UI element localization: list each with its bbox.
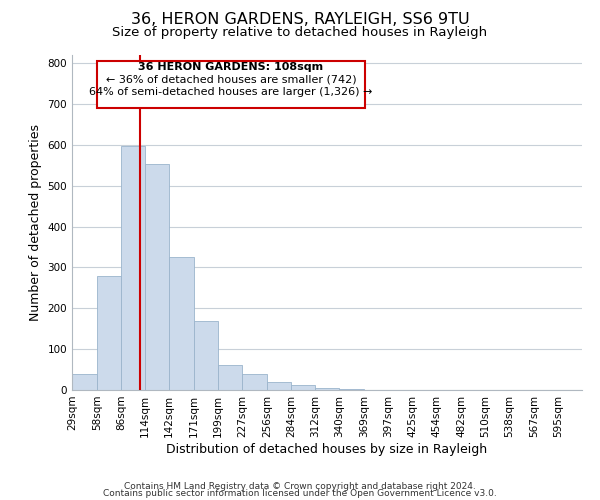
Bar (97, 276, 121, 390)
Bar (315, 388, 339, 390)
Bar (194, 320, 218, 390)
Bar (242, 374, 267, 390)
Bar (339, 389, 364, 390)
Bar (97, 61, 365, 108)
X-axis label: Distribution of detached houses by size in Rayleigh: Distribution of detached houses by size … (166, 442, 488, 456)
Text: 36 HERON GARDENS: 108sqm: 36 HERON GARDENS: 108sqm (138, 62, 323, 72)
Y-axis label: Number of detached properties: Number of detached properties (29, 124, 42, 321)
Bar (218, 364, 242, 390)
Bar (72, 374, 97, 390)
Bar (121, 146, 145, 390)
Bar (267, 382, 291, 390)
Text: 64% of semi-detached houses are larger (1,326) →: 64% of semi-detached houses are larger (… (89, 87, 373, 97)
Text: ← 36% of detached houses are smaller (742): ← 36% of detached houses are smaller (74… (106, 74, 356, 85)
Text: Size of property relative to detached houses in Rayleigh: Size of property relative to detached ho… (112, 26, 488, 39)
Bar (169, 257, 194, 390)
Text: Contains public sector information licensed under the Open Government Licence v3: Contains public sector information licen… (103, 489, 497, 498)
Bar (291, 385, 315, 390)
Text: Contains HM Land Registry data © Crown copyright and database right 2024.: Contains HM Land Registry data © Crown c… (124, 482, 476, 491)
Text: 36, HERON GARDENS, RAYLEIGH, SS6 9TU: 36, HERON GARDENS, RAYLEIGH, SS6 9TU (131, 12, 469, 28)
Bar (145, 164, 169, 390)
